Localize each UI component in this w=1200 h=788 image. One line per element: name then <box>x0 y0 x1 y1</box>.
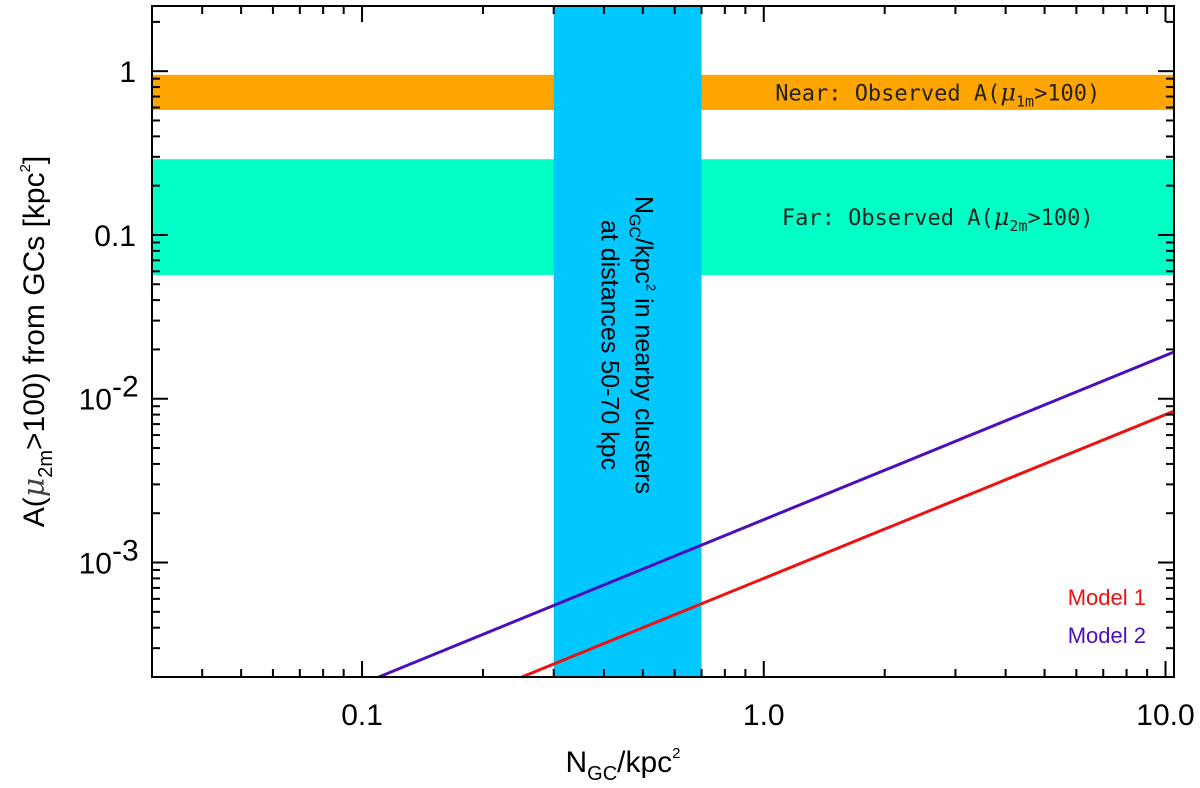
y-tick-label-exponent: -3 <box>112 535 139 568</box>
x-tick-label: 0.1 <box>341 699 383 732</box>
band-label-text: Far: Observed A( <box>782 206 994 231</box>
band-label-subscript: 2m <box>1009 217 1027 235</box>
ticks-layer: 0.1 1.0 10.010.110-210-3 <box>79 6 1195 732</box>
legend-entry-model-1: Model 1 <box>1068 585 1146 610</box>
x-axis-title-text: /kpc <box>617 746 672 779</box>
y-axis-title-text: >100) from GCs [kpc <box>18 172 51 450</box>
y-tick-label: 1 <box>119 56 136 89</box>
y-tick-label: 10 <box>79 384 112 417</box>
band-label-mu: μ <box>994 203 1010 231</box>
x-axis-title-superscript: 2 <box>672 745 680 762</box>
vertical-band-label-subscript: GC <box>626 214 643 238</box>
band-label-subscript: 1m <box>1016 92 1034 110</box>
series-line-model-2 <box>378 350 1175 679</box>
series-line-model-1 <box>521 409 1175 679</box>
vertical-band-1 <box>553 7 702 676</box>
legend-layer: Model 1 Model 2 <box>1068 585 1146 648</box>
vertical-band-label-line2: at distances 50-70 kpc <box>596 220 624 470</box>
y-tick-label: 10 <box>79 548 112 581</box>
y-axis-title-text: A( <box>18 497 51 527</box>
band-label-text: Near: Observed A( <box>775 81 1000 106</box>
vertical-band-label-superscript: 2 <box>644 284 659 291</box>
x-tick-label: 1.0 <box>743 699 785 732</box>
y-axis-title-subscript: 2m <box>35 450 57 478</box>
y-tick-label: 0.1 <box>94 220 136 253</box>
x-axis-title-text: N <box>565 746 587 779</box>
vertical-band-label-text: N <box>630 196 658 214</box>
band-label-mu: μ <box>1000 78 1016 106</box>
y-axis-title-group: A(μ2m>100) from GCs [kpc2] <box>17 156 57 528</box>
legend-entry-model-2: Model 2 <box>1068 623 1146 648</box>
y-axis-title-text: ] <box>18 156 51 164</box>
band-label-text: >100) <box>1034 81 1100 106</box>
x-tick-label: 10.0 <box>1136 699 1194 732</box>
plot-frame <box>151 5 1175 678</box>
band-label-1: Near: Observed A(μ1m>100) <box>775 78 1100 110</box>
band-labels-layer: Near: Observed A(μ1m>100)Far: Observed A… <box>596 78 1101 494</box>
y-axis-title-mu: μ <box>17 478 52 498</box>
band-label-text: >100) <box>1027 206 1093 231</box>
bands-layer <box>153 7 1173 676</box>
vertical-band-label-text: in nearby clusters <box>630 291 658 494</box>
vertical-band-label-text: /kpc <box>630 238 658 284</box>
vertical-band-label-line1: NGC/kpc2 in nearby clusters <box>626 196 659 494</box>
y-axis-title: A(μ2m>100) from GCs [kpc2] <box>17 156 57 528</box>
x-axis-title: NGC/kpc2 <box>565 745 680 785</box>
y-axis-title-superscript: 2 <box>17 164 34 172</box>
y-tick-label-exponent: -2 <box>112 371 139 404</box>
band-label-2: Far: Observed A(μ2m>100) <box>782 203 1094 235</box>
series-layer <box>378 350 1175 679</box>
x-axis-title-subscript: GC <box>587 763 617 785</box>
